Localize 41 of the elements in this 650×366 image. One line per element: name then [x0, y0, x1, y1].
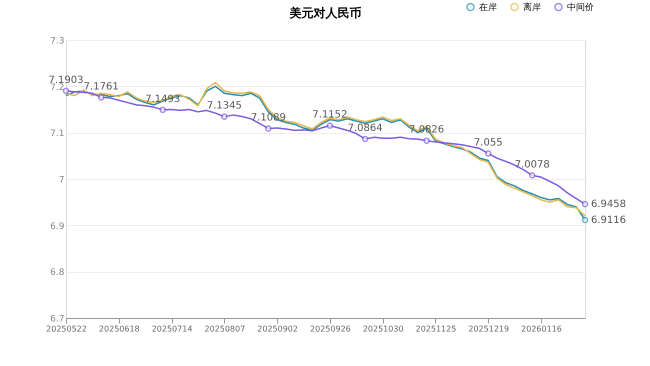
x-tick-label: 20250807 — [204, 324, 246, 334]
x-tick-label: 20250926 — [310, 324, 351, 334]
y-tick-label: 6.9 — [50, 222, 65, 232]
data-label: 7.1345 — [206, 100, 242, 112]
point — [265, 125, 272, 132]
x-tick-label: 20260116 — [521, 324, 562, 334]
x-tick-label: 20251219 — [468, 324, 510, 334]
y-tick-label: 7.2 — [50, 82, 64, 93]
data-label: 7.0864 — [348, 122, 383, 134]
data-label: 6.9458 — [591, 199, 626, 210]
chart-title: 美元对人民币 — [288, 6, 362, 20]
point — [362, 136, 368, 142]
point — [582, 216, 588, 224]
y-tick-label: 6.8 — [50, 268, 65, 278]
legend-label: 中间价 — [567, 2, 594, 13]
point — [98, 94, 104, 101]
y-tick-label: 6.7 — [50, 314, 64, 324]
data-label: 6.9116 — [591, 214, 626, 226]
x-tick-label: 20250714 — [152, 324, 192, 334]
data-label: 7.055 — [474, 138, 503, 149]
x-tick-label: 20250902 — [257, 324, 298, 334]
point — [484, 150, 492, 157]
data-label: 7.1152 — [312, 110, 348, 121]
point — [326, 122, 334, 129]
point — [582, 200, 588, 208]
point — [528, 172, 536, 179]
y-tick-label: 7 — [58, 176, 64, 186]
point — [62, 88, 70, 94]
y-tick-label: 7.1 — [50, 129, 64, 140]
x-tick-label: 20250522 — [46, 324, 87, 334]
point — [221, 113, 228, 120]
y-tick-label: 7.3 — [50, 36, 64, 46]
x-tick-label: 20250618 — [98, 324, 140, 334]
legend-label: 离岸 — [523, 2, 541, 13]
x-tick-label: 20251030 — [362, 324, 404, 334]
x-tick-label: 20251125 — [416, 324, 456, 334]
point — [423, 137, 430, 144]
data-label: 7.0078 — [514, 159, 550, 170]
data-label: 7.1761 — [84, 81, 119, 92]
point — [160, 106, 166, 114]
legend-label: 在岸 — [479, 2, 497, 13]
